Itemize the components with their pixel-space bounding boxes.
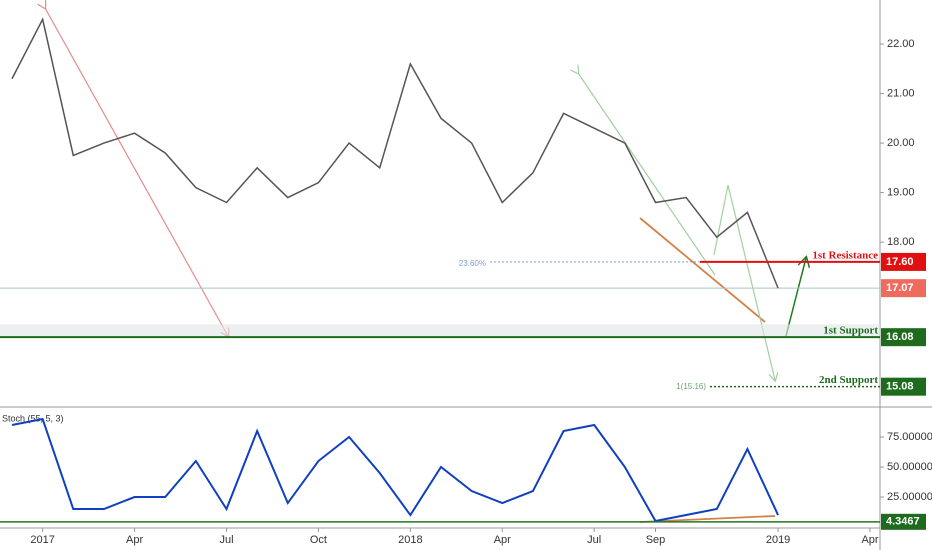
y-tick-label: 18.00 (887, 236, 915, 248)
fib-label: 23.60% (459, 259, 486, 268)
level-name: 1st Resistance (812, 249, 878, 261)
y-tick-label: 19.00 (887, 187, 915, 199)
series-line (11, 17, 779, 289)
pattern-leg (713, 184, 729, 256)
series-line (11, 417, 779, 523)
x-tick-label: Apr (126, 534, 143, 546)
x-tick-label: Apr (861, 534, 878, 546)
y-tick-label: 21.00 (887, 87, 915, 99)
x-tick-label: Jul (219, 534, 233, 546)
support-zone (0, 324, 880, 337)
stoch-last-label: 4.3467 (886, 516, 920, 528)
x-tick-label: 2019 (766, 534, 790, 546)
x-tick-label: 2018 (398, 534, 422, 546)
level-name: 1st Support (823, 325, 878, 337)
x-tick-label: Oct (310, 534, 327, 546)
y-tick-label: 50.00000 (887, 461, 932, 473)
target-arrow (785, 258, 806, 337)
y-tick-label: 20.00 (887, 137, 915, 149)
x-tick-label: Apr (494, 534, 511, 546)
target-label: 1(15.16) (676, 382, 706, 391)
pattern-leg (578, 73, 716, 276)
stoch-title: Stoch (55, 5, 3) (2, 413, 64, 423)
last-price-box (881, 279, 926, 298)
level-box (881, 377, 926, 396)
y-tick-label: 75.00000 (887, 431, 932, 443)
x-tick-label: 2017 (30, 534, 54, 546)
x-tick-label: Jul (587, 534, 601, 546)
level-box (881, 328, 926, 347)
level-box (881, 252, 926, 271)
y-tick-label: 22.00 (887, 38, 915, 50)
y-tick-label: 25.00000 (887, 491, 932, 503)
wedge-line (639, 217, 766, 323)
stoch-divergence (639, 515, 776, 523)
level-name: 2nd Support (819, 374, 878, 386)
stoch-last-box (881, 513, 926, 530)
trend-arrow (45, 8, 228, 336)
level-value-label: 17.60 (886, 256, 914, 268)
pattern-leg (727, 184, 775, 380)
annotations (45, 8, 806, 523)
level-value-label: 16.08 (886, 331, 914, 343)
level-value-label: 15.08 (886, 381, 914, 393)
x-tick-label: Sep (646, 534, 666, 546)
last-price-label: 17.07 (886, 282, 914, 294)
